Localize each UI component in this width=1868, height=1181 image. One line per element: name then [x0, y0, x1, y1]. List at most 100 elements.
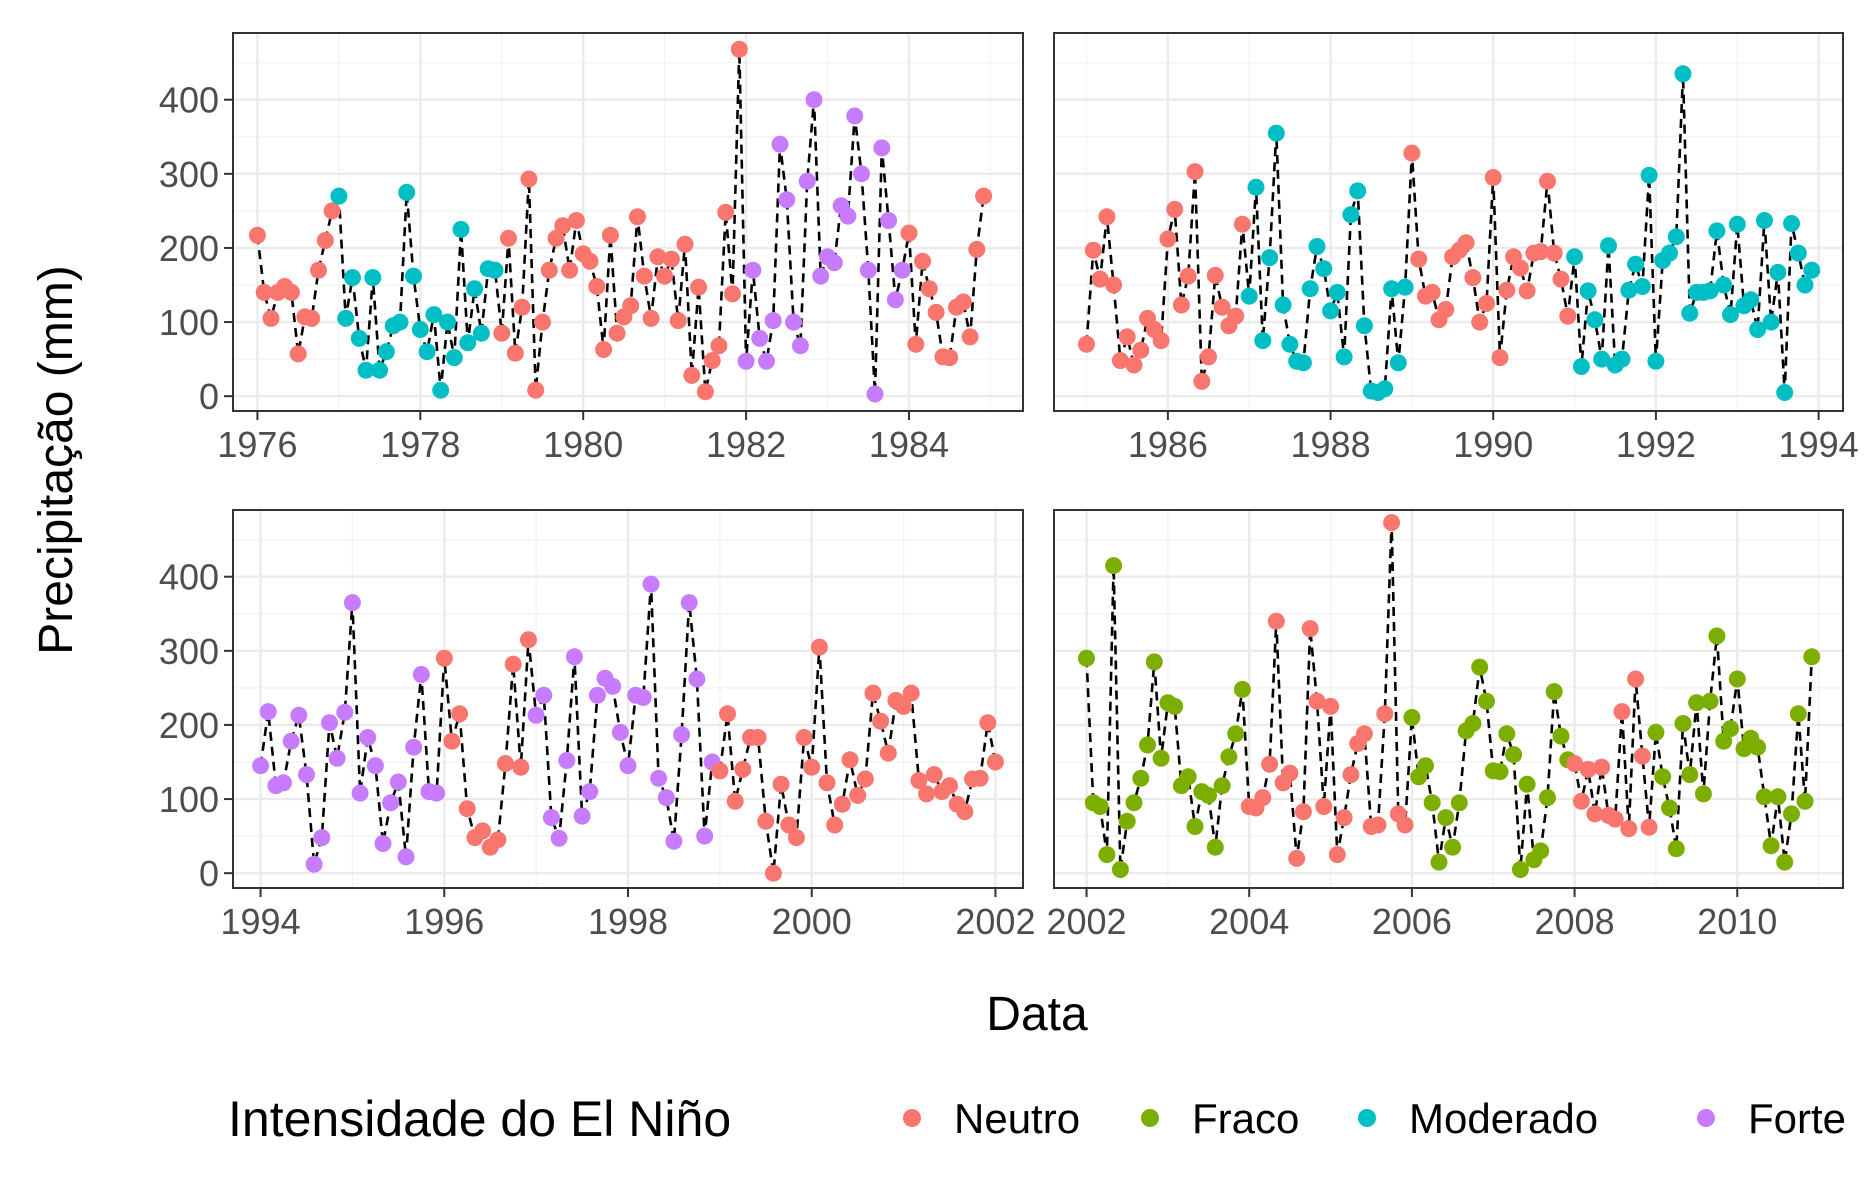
data-point: [1762, 313, 1780, 331]
data-point: [1118, 328, 1136, 346]
legend-entry-neutro: Neutro: [903, 1095, 1080, 1142]
data-point: [328, 749, 346, 767]
data-point: [914, 252, 932, 270]
x-tick-label: 2006: [1372, 901, 1452, 942]
data-point: [1681, 304, 1699, 322]
data-point: [504, 655, 522, 673]
data-point: [810, 638, 828, 656]
data-point: [785, 313, 803, 331]
data-point: [497, 755, 514, 772]
data-point: [1661, 244, 1678, 262]
data-point: [1613, 703, 1631, 721]
data-point: [642, 309, 660, 327]
data-point: [986, 753, 1004, 771]
data-point: [1267, 612, 1285, 630]
data-point: [512, 758, 530, 776]
data-point: [1545, 683, 1563, 701]
data-point: [1803, 648, 1821, 666]
data-point: [374, 835, 392, 852]
data-point: [688, 670, 706, 688]
data-point: [534, 313, 551, 331]
data-point: [1179, 267, 1197, 285]
data-point: [1227, 307, 1245, 325]
data-point: [1220, 748, 1238, 766]
data-point: [1152, 749, 1170, 767]
data-point: [1132, 769, 1150, 787]
data-point: [547, 229, 565, 247]
data-point: [1322, 697, 1340, 715]
data-point: [711, 762, 729, 780]
data-point: [466, 280, 484, 298]
data-point: [1139, 736, 1156, 754]
data-point: [513, 298, 531, 316]
data-point: [1728, 215, 1746, 233]
y-tick-label: 200: [159, 228, 219, 269]
data-point: [1742, 291, 1760, 309]
data-point: [1661, 799, 1678, 817]
data-point: [1288, 849, 1306, 867]
data-point: [411, 321, 429, 338]
data-point: [1701, 692, 1719, 710]
data-point: [382, 794, 400, 812]
data-point: [486, 261, 504, 279]
legend-entry-forte: Forte: [1697, 1095, 1846, 1142]
y-axis-title: Precipitação (mm): [30, 265, 83, 654]
data-point: [1674, 65, 1692, 83]
x-tick-label: 1982: [706, 424, 786, 465]
legend-key: [1358, 1109, 1376, 1127]
data-point: [1247, 178, 1265, 196]
data-point: [316, 232, 334, 249]
data-point: [1423, 794, 1441, 812]
data-point: [1579, 760, 1597, 778]
data-point: [259, 703, 277, 721]
data-point: [907, 335, 925, 353]
data-point: [1267, 124, 1285, 142]
data-point: [1620, 820, 1638, 838]
data-point: [886, 291, 904, 309]
data-point: [619, 757, 637, 775]
data-point: [337, 309, 355, 327]
data-point: [282, 283, 300, 301]
x-tick-label: 1998: [588, 901, 668, 942]
data-point: [791, 337, 809, 355]
data-point: [629, 208, 646, 226]
data-point: [535, 686, 553, 704]
x-tick-label: 1988: [1291, 424, 1371, 465]
x-tick-label: 2008: [1535, 901, 1615, 942]
data-point: [588, 278, 606, 295]
data-point: [520, 631, 537, 649]
panel-2: 1986 1988 1990 1992 1994: [1053, 32, 1859, 465]
x-tick-label: 1996: [404, 901, 484, 942]
data-point: [918, 785, 935, 803]
data-point: [1498, 281, 1516, 299]
data-point: [1389, 354, 1407, 372]
data-point: [1511, 861, 1529, 878]
data-point: [451, 705, 469, 723]
data-point: [1159, 230, 1177, 248]
data-point: [1166, 200, 1184, 218]
legend-key: [1141, 1109, 1159, 1127]
panel-1: 1976 1978 1980 1982 1984 0 100 200 300 400: [159, 32, 1024, 465]
data-point: [1206, 266, 1224, 284]
data-point: [1328, 846, 1346, 864]
data-point: [690, 278, 708, 296]
data-point: [979, 714, 997, 732]
data-point: [1294, 803, 1312, 821]
data-point: [1227, 725, 1245, 743]
data-point: [397, 848, 415, 866]
data-point: [849, 786, 867, 804]
data-point: [565, 648, 583, 666]
data-point: [1457, 234, 1475, 252]
data-point: [764, 312, 782, 330]
data-point: [737, 352, 755, 370]
data-point: [359, 729, 377, 746]
data-point: [1410, 250, 1428, 268]
x-tick-label: 2002: [955, 901, 1035, 942]
data-point: [1749, 321, 1767, 338]
panel-background: [233, 33, 1023, 411]
data-point: [717, 203, 735, 221]
data-point: [573, 807, 591, 825]
series-line: [256, 49, 985, 395]
data-point: [859, 261, 877, 279]
data-point: [726, 792, 744, 810]
